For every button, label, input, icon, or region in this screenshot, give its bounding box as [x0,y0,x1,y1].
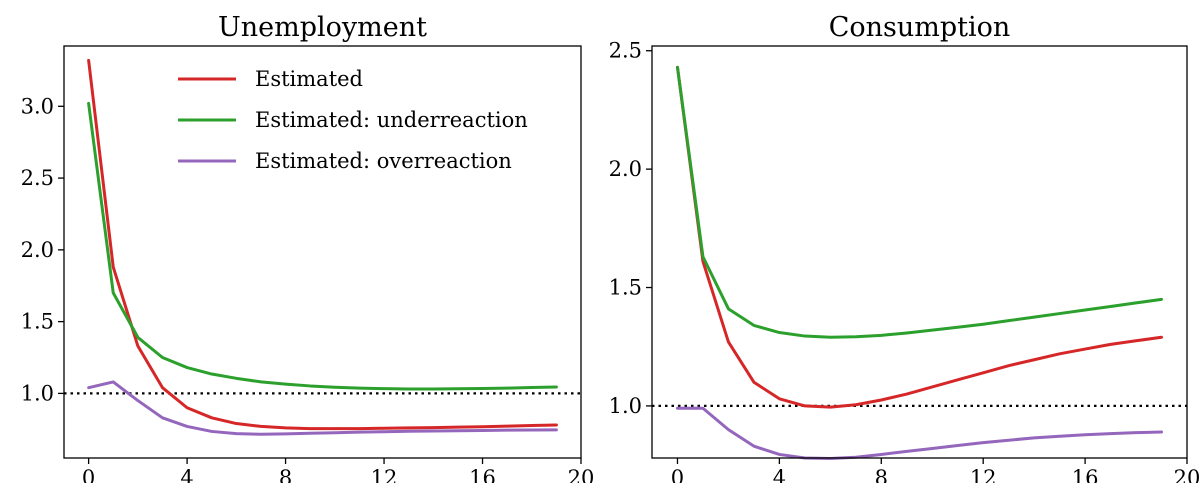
x-tick-label: 12 [371,466,398,483]
y-tick-label: 1.0 [609,394,642,418]
x-tick-label: 8 [875,466,888,483]
x-tick-label: 16 [1072,466,1099,483]
plot-frame [63,45,582,459]
y-tick-label: 1.0 [21,381,54,405]
x-tick-label: 4 [773,466,786,483]
chart-panel-2: Consumption 0 4 8 12 16 20 1.0 1.5 2.0 2.5 [609,12,1201,483]
series-line-2 [675,65,1164,339]
legend-label-3: Estimated: overreaction [255,149,512,173]
series-line-1 [675,65,1164,409]
y-tick-label: 1.5 [609,276,642,300]
x-tick-label: 20 [1174,466,1201,483]
y-tick-label: 2.5 [21,166,54,190]
y-tick-label: 3.0 [21,94,54,118]
plot-frame [651,45,1188,459]
y-tick-label: 1.5 [21,310,54,334]
series-line-1 [87,58,558,431]
series-line-3 [87,380,558,436]
chart-panel-1: Unemployment 0 4 8 12 16 20 1.0 1.5 2.0 2.5 3.0 Esti… [21,12,595,483]
series-line-3 [675,406,1164,460]
legend-label-1: Estimated [255,67,363,91]
y-tick-label: 2.5 [609,39,642,63]
series-line-2 [87,101,558,391]
x-tick-label: 12 [970,466,997,483]
chart-title: Consumption [829,12,1011,43]
x-tick-label: 20 [568,466,595,483]
x-tick-label: 8 [279,466,292,483]
y-tick-label: 2.0 [21,238,54,262]
legend-label-2: Estimated: underreaction [255,108,528,132]
y-tick-label: 2.0 [609,157,642,181]
chart-title: Unemployment [218,12,427,43]
x-tick-label: 0 [82,466,95,483]
legend: Estimated Estimated: underreaction Estimat… [178,67,528,173]
x-tick-label: 0 [671,466,684,483]
x-tick-label: 16 [469,466,496,483]
x-tick-label: 4 [180,466,193,483]
